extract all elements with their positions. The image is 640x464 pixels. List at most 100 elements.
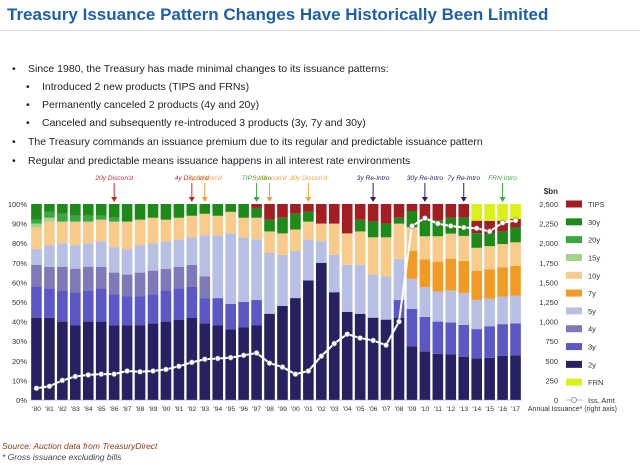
legend-label: 4y (588, 325, 596, 334)
bullet-text: Canceled and subsequently re-introduced … (42, 117, 366, 129)
bar-segment-2y (393, 317, 405, 400)
bar-segment-5y (303, 239, 314, 281)
x-axis-tick-label: '85 (97, 406, 106, 413)
x-axis-tick-label: '84 (84, 406, 93, 413)
bar-segment-3y (70, 292, 81, 326)
issuance-amount-point (188, 359, 195, 366)
issuance-amount-point (240, 352, 247, 359)
annotation-label: 4y Discon'd (175, 175, 209, 182)
bar-segment-3y (186, 286, 198, 318)
bar-segment-2y (406, 346, 418, 400)
bar-segment-3y (95, 288, 107, 322)
annotation-label: 7y Discon'd (188, 175, 222, 182)
bar-segment-7y (458, 260, 470, 293)
bar-segment-5y (497, 296, 508, 325)
bar-segment-10y (510, 242, 521, 266)
bar-segment-10y (432, 236, 444, 262)
bar-segment-5y (160, 241, 172, 269)
bar-segment-4y (82, 266, 94, 291)
right-axis-tick-label: 1,750 (539, 259, 558, 268)
bar-segment-5y (44, 245, 55, 267)
issuance-amount-point (163, 366, 169, 373)
issuance-amount-point (318, 353, 325, 359)
bar-segment-5y (199, 235, 211, 277)
bar-segment-2y (380, 319, 392, 400)
bar-segment-7y (419, 259, 431, 288)
bar-segment-4y (199, 276, 211, 299)
annotation-arrow-head (201, 197, 208, 202)
bar-segment-5y (354, 264, 366, 314)
bar-segment-30y (212, 204, 224, 216)
bar-segment-2y (44, 317, 55, 400)
annotation-arrow-head (111, 197, 118, 202)
legend-label: Iss. Amt (588, 396, 616, 405)
bar-segment-3y (57, 290, 68, 322)
right-axis-tick-label: 250 (545, 376, 558, 385)
bar-segment-5y (225, 233, 236, 304)
legend-label: 15y (588, 253, 600, 262)
bar-segment-2y (497, 355, 508, 400)
issuance-chart: 0% 10% 20% 30% 40% 50% 60% 70% 80% 90% 100% 0 250 500… (8, 175, 617, 413)
bullet-item: • Since 1980, the Treasury has made minim… (12, 62, 389, 77)
bar-segment-3y (432, 321, 444, 354)
bar-segment-3y (445, 322, 457, 355)
issuance-amount-point (227, 354, 234, 361)
bar-segment-5y (341, 264, 353, 312)
issuance-amount-point (383, 342, 389, 349)
bar-segment-10y (497, 244, 508, 268)
x-axis-tick-label: '12 (446, 406, 455, 413)
bar-segment-2y (95, 321, 107, 400)
bar-segment-3y (82, 290, 94, 322)
sub-bullet-item: • Introduced 2 new products (TIPS and FRN… (26, 80, 250, 95)
right-axis-note: Annual Issuance* (right axis) (528, 406, 617, 413)
bar-segment-5y (380, 276, 392, 320)
bar-segment-5y (108, 247, 120, 273)
left-axis-tick-label: 10% (12, 376, 27, 385)
bar-segment-10y (31, 227, 42, 250)
x-axis-tick-label: '13 (459, 406, 468, 413)
bar-segment-4y (147, 270, 159, 295)
bullet-text: Permanently canceled 2 products (4y and … (42, 99, 260, 111)
bar-segment-3y (31, 286, 42, 318)
bar-segment-10y (484, 246, 495, 270)
bar-segment-5y (134, 245, 146, 273)
right-axis-unit: $bn (544, 187, 558, 196)
issuance-amount-point (421, 215, 428, 222)
bar-segment-tips (251, 204, 262, 208)
issuance-amount-point (357, 335, 364, 341)
x-axis-tick-label: '03 (330, 406, 339, 413)
left-axis-tick-label: 0% (16, 396, 27, 405)
legend-label: FRN (588, 378, 603, 387)
bar-segment-tips (497, 220, 508, 232)
x-axis-tick-label: '05 (356, 406, 365, 413)
right-axis-tick-label: 2,250 (539, 220, 558, 229)
bar-segment-5y (238, 237, 249, 302)
bar-segment-30y (484, 233, 495, 247)
x-axis-tick-label: '10 (420, 406, 429, 413)
bar-segment-tips (328, 204, 340, 224)
bar-segment-tips (419, 204, 431, 221)
bar-segment-10y (225, 211, 236, 234)
bar-segment-3y (458, 324, 470, 357)
bullet-text: Introduced 2 new products (TIPS and FRNs… (42, 81, 250, 93)
bullet-text: Regular and predictable means issuance h… (28, 155, 411, 167)
bar-segment-20y (31, 219, 42, 224)
bar-segment-3y (497, 324, 508, 356)
bar-segment-10y (406, 227, 418, 251)
x-axis-tick-label: '06 (369, 406, 378, 413)
bar-segment-2y (445, 354, 457, 400)
issuance-amount-point (473, 225, 480, 232)
bar-segment-10y (57, 221, 68, 244)
bar-segment-2y (251, 325, 262, 400)
bar-segment-30y (510, 227, 521, 243)
annotation-label: 3y Discon'd (253, 175, 287, 182)
bullet-dot: • (26, 117, 30, 129)
bar-segment-3y (121, 296, 133, 326)
bar-segment-5y (147, 243, 159, 271)
bar-segment-frn (471, 204, 482, 221)
legend-swatch (566, 236, 582, 244)
bar-segment-5y (367, 274, 379, 318)
annotation-label: 30y Re-Intro (407, 175, 444, 182)
legend-swatch (566, 378, 582, 386)
x-axis-tick-label: '91 (174, 406, 183, 413)
